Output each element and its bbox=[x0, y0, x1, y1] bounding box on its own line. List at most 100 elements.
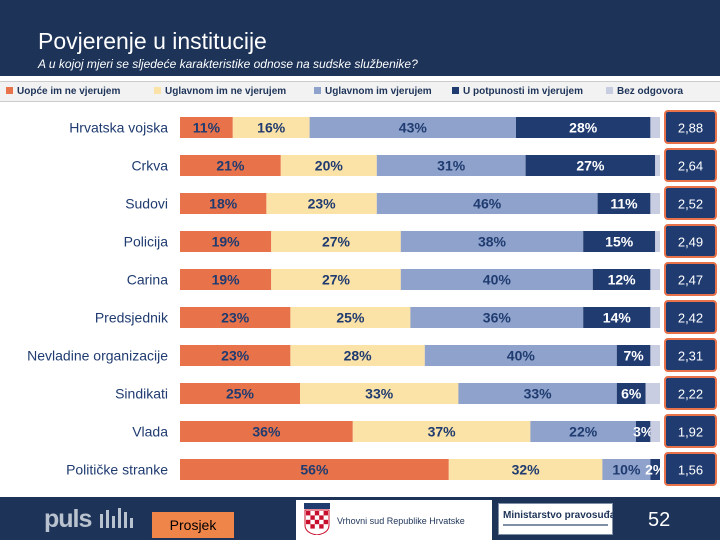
data-label: 10% bbox=[612, 462, 641, 478]
bar-segment bbox=[530, 421, 636, 442]
legend-label: Uglavnom im vjerujem bbox=[325, 86, 432, 97]
category-label: Sindikati bbox=[115, 386, 168, 402]
bar-segment bbox=[650, 307, 660, 328]
data-label: 11% bbox=[610, 196, 638, 212]
average-button[interactable]: Prosjek bbox=[150, 510, 236, 540]
data-label: 28% bbox=[344, 348, 373, 364]
data-label: 38% bbox=[478, 234, 507, 250]
bar-segment bbox=[525, 155, 656, 176]
average-value: 2,31 bbox=[678, 349, 703, 364]
average-box bbox=[664, 338, 717, 372]
data-label: 2% bbox=[645, 462, 666, 478]
data-label: 40% bbox=[507, 348, 536, 364]
data-label: 27% bbox=[576, 158, 605, 174]
data-label: 25% bbox=[226, 386, 255, 402]
bar-segment bbox=[650, 269, 660, 290]
bar-segment bbox=[458, 383, 617, 404]
average-value: 1,92 bbox=[678, 425, 703, 440]
bar-segment bbox=[400, 231, 584, 252]
data-label: 25% bbox=[336, 310, 365, 326]
legend-label: Bez odgovora bbox=[617, 86, 684, 97]
average-value: 2,42 bbox=[678, 311, 703, 326]
data-label: 12% bbox=[608, 272, 637, 288]
bar-segment bbox=[300, 383, 459, 404]
average-value: 2,88 bbox=[678, 121, 703, 136]
bar-segment bbox=[650, 193, 660, 214]
legend-item-3: Uglavnom im vjerujem bbox=[314, 86, 432, 97]
data-label: 36% bbox=[252, 424, 281, 440]
bar-segment bbox=[650, 421, 660, 442]
bar-segment bbox=[180, 231, 272, 252]
data-label: 28% bbox=[569, 120, 598, 136]
average-box bbox=[664, 110, 717, 144]
legend-swatch bbox=[452, 87, 459, 94]
average-box bbox=[664, 452, 717, 486]
average-value: 2,64 bbox=[678, 159, 703, 174]
bar-segment bbox=[424, 345, 617, 366]
data-label: 19% bbox=[212, 272, 241, 288]
data-label: 40% bbox=[483, 272, 512, 288]
category-label: Crkva bbox=[131, 158, 168, 174]
bar-segment bbox=[650, 459, 660, 480]
bar-segment bbox=[309, 117, 516, 138]
legend-label: U potpunosti im vjerujem bbox=[463, 86, 584, 97]
puls-logo-bars-icon bbox=[100, 508, 138, 528]
data-label: 20% bbox=[315, 158, 344, 174]
bar-segment bbox=[180, 155, 281, 176]
data-label: 31% bbox=[437, 158, 466, 174]
average-value: 2,47 bbox=[678, 273, 703, 288]
bar-segment bbox=[376, 193, 598, 214]
category-label: Carina bbox=[127, 272, 168, 288]
category-label: Političke stranke bbox=[66, 462, 168, 478]
bar-segment bbox=[376, 155, 526, 176]
bar-segment bbox=[655, 231, 660, 252]
data-label: 16% bbox=[257, 120, 286, 136]
data-label: 32% bbox=[512, 462, 541, 478]
bar-segment bbox=[271, 269, 401, 290]
ministry-logo: Ministarstvo pravosuđa bbox=[498, 503, 616, 535]
ministry-label: Ministarstvo pravosuđa bbox=[503, 510, 616, 521]
data-label: 19% bbox=[212, 234, 241, 250]
bar-segment bbox=[602, 459, 651, 480]
bar-segment bbox=[352, 421, 531, 442]
average-box bbox=[664, 300, 717, 334]
bar-segment bbox=[636, 421, 651, 442]
bar-segment bbox=[180, 269, 272, 290]
bar-segment bbox=[180, 117, 233, 138]
data-label: 21% bbox=[216, 158, 245, 174]
page-number: 52 bbox=[648, 509, 671, 531]
legend-label: Uglavnom im ne vjerujem bbox=[165, 86, 287, 97]
data-label: 3% bbox=[633, 424, 654, 440]
bar-segment bbox=[592, 269, 651, 290]
bar-segment bbox=[410, 307, 584, 328]
croatian-coat-of-arms-icon bbox=[304, 503, 330, 535]
data-label: 14% bbox=[603, 310, 632, 326]
legend-item-1: Uopće im ne vjerujem bbox=[6, 86, 120, 97]
ministry-divider bbox=[503, 524, 608, 526]
bar-segment bbox=[232, 117, 310, 138]
category-label: Vlada bbox=[132, 424, 168, 440]
bar-segment bbox=[583, 307, 651, 328]
puls-logo: puls bbox=[44, 505, 92, 533]
category-label: Policija bbox=[124, 234, 169, 250]
data-label: 6% bbox=[621, 386, 642, 402]
chart-legend: Uopće im ne vjerujem Uglavnom im ne vjer… bbox=[0, 81, 720, 102]
data-label: 23% bbox=[221, 348, 250, 364]
bar-segment bbox=[597, 193, 651, 214]
data-label: 37% bbox=[428, 424, 457, 440]
average-value: 1,56 bbox=[678, 463, 703, 478]
legend-swatch bbox=[154, 87, 161, 94]
bar-segment bbox=[616, 345, 651, 366]
legend-item-5: Bez odgovora bbox=[606, 86, 683, 97]
average-value: 2,49 bbox=[678, 235, 703, 250]
bar-segment bbox=[616, 383, 646, 404]
legend-item-4: U potpunosti im vjerujem bbox=[452, 86, 583, 97]
average-box bbox=[664, 262, 717, 296]
average-box bbox=[664, 186, 717, 220]
data-label: 36% bbox=[483, 310, 512, 326]
category-label: Hrvatska vojska bbox=[69, 120, 168, 136]
bar-segment bbox=[180, 193, 267, 214]
legend-swatch bbox=[6, 87, 13, 94]
bar-segment bbox=[180, 383, 300, 404]
bar-segment bbox=[180, 345, 291, 366]
